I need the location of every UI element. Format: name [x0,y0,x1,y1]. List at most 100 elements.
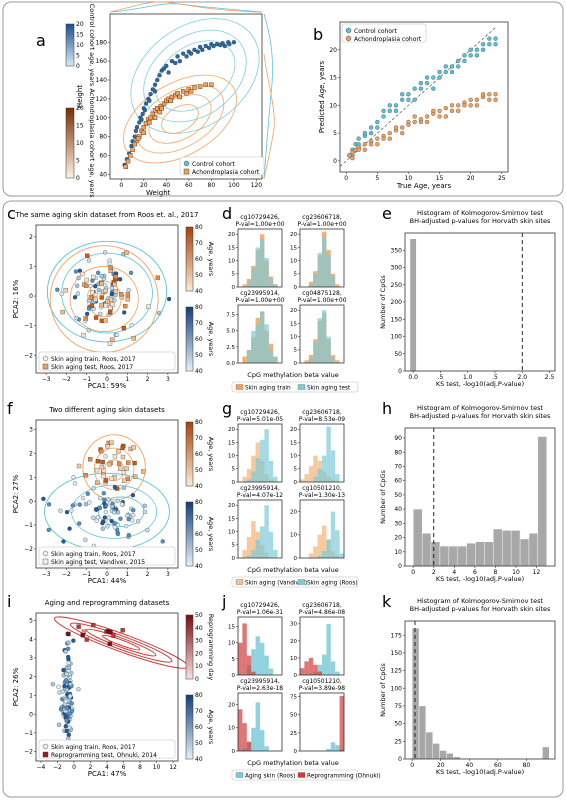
panel-a-ytick-label: 160 [96,58,108,65]
data-point [493,36,498,41]
contour-achondroplasia [135,84,225,154]
data-point [152,115,158,120]
subplot-ytick-label: 10 [290,335,297,341]
legend-marker [235,772,244,778]
data-point [203,43,208,49]
data-point [437,69,442,75]
panel-subtitle: BH-adjusted p-values for Horvath skin si… [410,217,551,225]
data-point [177,94,183,100]
panel-b-xtick-label: 10 [405,175,413,182]
pca-point [103,454,108,459]
hist-bar-second [242,623,247,675]
data-point [211,43,216,49]
subplot-ytick-label: 10 [228,726,235,732]
panel-c-xtick-label: 2 [146,376,150,383]
hist-bar-second [330,357,336,363]
pca-point [106,515,112,520]
pca-point [112,525,117,530]
hist-bar-second [322,551,327,558]
data-point [412,114,417,119]
pca-point [146,304,151,310]
panel-k-ytick-label: 125 [391,668,403,675]
hist-bar-first [268,668,274,675]
data-point [418,86,424,91]
density-contour [101,634,141,651]
subplot-ytick-label: 5 [232,272,236,278]
colorbar-top-f-tick: 80 [195,419,203,426]
hist-bar [502,530,512,567]
subplot-ytick-label: 5 [232,467,236,473]
panel-f-ytick-label: 3 [29,427,33,434]
pca-point [103,478,109,483]
panel-g-histograms: cg10729426,P-val=5.01e-05 0 5 10 15 20 cg23606… [228,409,359,588]
subplot-axes-box [299,692,345,752]
data-point [424,114,430,119]
data-point [431,108,436,114]
hist-bar-second [335,530,340,558]
panel-i-legend-marker [42,743,49,750]
pca-point [62,684,67,689]
pca-point [116,461,122,466]
subplot-ytick-label: 25 [290,731,297,737]
subplot-title: cg23606718, [302,409,342,416]
data-point [148,91,153,97]
pca-point [112,485,118,490]
pca-point [126,532,131,538]
pca-point [110,504,115,509]
panel-h-xtick-label: 8 [493,569,497,576]
panel-c-legend-marker [42,363,49,370]
hist-bar-second [326,255,331,287]
panel-i-pca: Aging and reprogramming datasets −4 −2 0 2 4 6… [12,599,215,778]
panel-c-pca: The same aging skin dataset from Roos et… [12,211,215,390]
pca-point [63,699,69,704]
hist-bar-second [322,310,327,363]
hist-bar-second [308,357,314,363]
density-contour [93,447,135,490]
panel-letter-e: e [382,204,392,223]
data-point [157,73,162,78]
x-axis-label: CpG methylation beta value [247,371,338,379]
hist-bar-second [251,471,256,482]
panel-f-xtick-label: 3 [166,571,170,578]
pca-point [116,449,121,454]
panel-e-xtick-label: 2.0 [517,374,527,381]
hist-bar-first [242,356,247,363]
subplot-ytick-label: 10 [290,533,297,539]
colorbar-achondroplasia-age-bar [65,107,75,179]
data-point [412,86,417,91]
subplot-ytick-label: 0 [294,673,298,679]
hist-bar-first [317,664,322,675]
data-point [381,136,386,141]
pca-point [93,297,98,302]
hist-bar-first [313,455,318,482]
panel-i-xtick-label: 2 [89,764,93,771]
panel-i-xtick-label: −4 [37,764,46,771]
pca-point [93,315,99,320]
colorbar-achondroplasia-age-tick: 0 [76,175,80,182]
colorbar-top-f-bar [185,421,194,487]
panel-e-axes-box [404,232,556,372]
pca-point [142,503,147,508]
panel-f-xtick-label: 0 [105,571,109,578]
hist-bar-second [238,642,243,675]
data-point [155,77,160,83]
panel-c-legend-label: Skin aging train, Roos, 2017 [51,356,136,363]
data-point [227,42,232,47]
data-point [362,130,368,136]
pca-point [103,250,108,255]
pca-point [84,637,89,642]
hist-bar-second [300,668,305,675]
pca-point [120,628,125,633]
pca-point [73,269,79,274]
panel-h-ytick-label: 20 [394,535,402,542]
subplot-ytick-label: 20 [228,427,235,433]
hist-bar-first [304,474,309,482]
pca-point [141,469,146,474]
subplot-ytick-label: 20 [290,232,297,238]
pca-point [131,512,136,518]
panel-k-ytick-label: 75 [394,703,402,710]
data-point [493,97,498,102]
pca-point [131,445,136,450]
panel-h-xtick-label: 10 [512,569,520,576]
hist-bar [519,538,530,567]
